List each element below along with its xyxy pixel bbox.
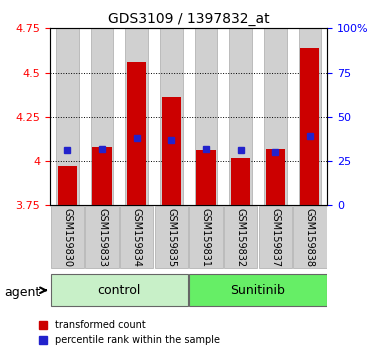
FancyBboxPatch shape: [51, 274, 188, 306]
Bar: [264, 28, 286, 205]
Bar: [196, 150, 216, 205]
FancyBboxPatch shape: [293, 206, 326, 268]
Text: GSM159838: GSM159838: [305, 208, 315, 267]
Bar: [58, 166, 77, 205]
FancyBboxPatch shape: [155, 206, 188, 268]
Bar: [162, 97, 181, 205]
Bar: [127, 62, 146, 205]
FancyBboxPatch shape: [189, 274, 326, 306]
FancyBboxPatch shape: [120, 206, 153, 268]
Text: GSM159833: GSM159833: [97, 208, 107, 267]
Text: GSM159832: GSM159832: [236, 207, 246, 267]
Bar: [56, 28, 79, 205]
Bar: [266, 149, 285, 205]
Text: agent: agent: [4, 286, 40, 298]
Title: GDS3109 / 1397832_at: GDS3109 / 1397832_at: [108, 12, 270, 26]
Bar: [300, 48, 320, 205]
Bar: [160, 28, 182, 205]
Bar: [299, 28, 321, 205]
Bar: [231, 158, 250, 205]
Text: control: control: [98, 284, 141, 297]
Text: Sunitinib: Sunitinib: [231, 284, 285, 297]
Bar: [91, 28, 113, 205]
Legend: transformed count, percentile rank within the sample: transformed count, percentile rank withi…: [36, 316, 224, 349]
Text: GSM159835: GSM159835: [166, 207, 176, 267]
FancyBboxPatch shape: [51, 206, 84, 268]
Text: GSM159830: GSM159830: [62, 208, 72, 267]
Bar: [195, 28, 217, 205]
FancyBboxPatch shape: [189, 206, 223, 268]
Bar: [92, 147, 112, 205]
Bar: [229, 28, 252, 205]
FancyBboxPatch shape: [85, 206, 119, 268]
Bar: [126, 28, 148, 205]
FancyBboxPatch shape: [224, 206, 257, 268]
Text: GSM159834: GSM159834: [132, 208, 142, 267]
Text: GSM159837: GSM159837: [270, 207, 280, 267]
Text: GSM159831: GSM159831: [201, 208, 211, 267]
FancyBboxPatch shape: [259, 206, 292, 268]
